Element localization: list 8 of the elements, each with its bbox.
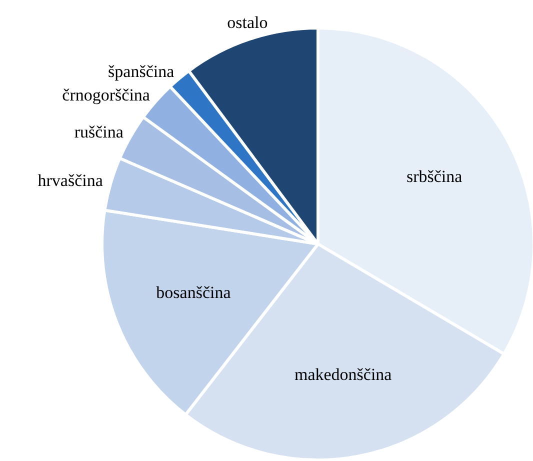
slice-label: črnogorščina <box>62 85 150 104</box>
slice-label: hrvaščina <box>38 170 104 190</box>
slice-label: srbščina <box>406 167 463 186</box>
slice-label: španščina <box>108 62 175 81</box>
slice-label: ostalo <box>227 12 268 32</box>
slice-label: ruščina <box>74 122 124 142</box>
slice-label: makedonščina <box>294 365 392 384</box>
slice-label: bosanščina <box>156 282 232 302</box>
